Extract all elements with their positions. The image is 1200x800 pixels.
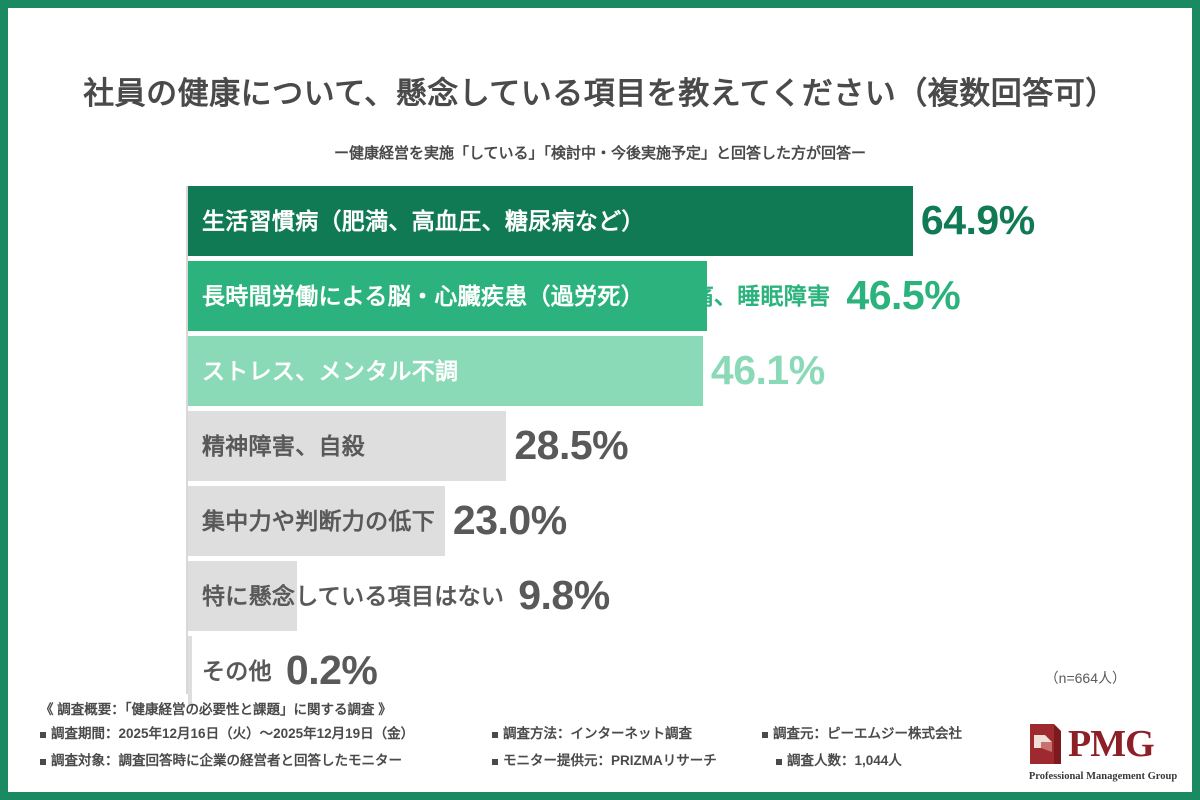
bar-value-label: 46.1% [710, 347, 825, 393]
bar [188, 486, 445, 556]
pmg-logo: PMG Professional Management Group [1018, 720, 1178, 784]
footer-line: 調査期間：2025年12月16日（火）〜2025年12月19日（金） [40, 722, 414, 742]
bullet-square-icon [40, 759, 46, 765]
bar-chart: 生活習慣病（肥満、高血圧、糖尿病など） 64.9% 長時間労働による脳・心臓疾患（過… [178, 186, 1188, 706]
bar-label: 長時間労働による脳・心臓疾患（過労死） [202, 283, 645, 309]
footer-line-text: 調査元：ピーエムジー株式会社 [773, 726, 962, 741]
footer-line-text: 調査期間：2025年12月16日（火）〜2025年12月19日（金） [51, 726, 415, 741]
footer-line: 調査人数：1,044人 [762, 749, 962, 769]
y-axis-line [186, 186, 188, 694]
bar [188, 636, 192, 706]
bar-value-label: 9.8% [518, 572, 610, 618]
bar-value-label: 28.5% [514, 422, 629, 468]
logo-tagline: Professional Management Group [1028, 771, 1178, 782]
bullet-square-icon [492, 732, 498, 738]
footer-column-1: 調査期間：2025年12月16日（火）〜2025年12月19日（金） 調査対象：調… [40, 722, 414, 776]
survey-summary-footer: 《 調査概要：「健康経営の必要性と課題」に関する調査 》 調査期間：2025年1… [36, 692, 1164, 782]
bar-value-label: 0.2% [285, 647, 378, 693]
pmg-mark-icon [1028, 722, 1062, 766]
bar-label: 精神障害、自殺 [202, 433, 366, 459]
footer-line: 調査方法：インターネット調査 [492, 722, 717, 742]
bar-label: ストレス、メンタル不調 [202, 358, 459, 384]
bar-label: その他 [202, 658, 272, 684]
footer-line: 調査対象：調査回答時に企業の経営者と回答したモニター [40, 749, 414, 769]
logo-row: PMG [1028, 722, 1155, 766]
footer-line: 調査元：ピーエムジー株式会社 [762, 722, 962, 742]
bullet-square-icon [776, 759, 782, 765]
page-title: 社員の健康について、懸念している項目を教えてください（複数回答可） [83, 76, 1117, 111]
bar-label-overflow: や腰痛、睡眠障害 [644, 283, 831, 309]
sample-size-note: （n=664人） [1044, 670, 1126, 686]
footer-line-text: 調査人数：1,044人 [787, 753, 902, 768]
bullet-square-icon [762, 732, 768, 738]
footer-column-3: 調査元：ピーエムジー株式会社調査人数：1,044人 [762, 722, 962, 776]
footer-line-text: 調査方法：インターネット調査 [503, 726, 692, 741]
bar-value-label: 46.5% [846, 272, 961, 318]
bar-label: 生活習慣病（肥満、高血圧、糖尿病など） [202, 208, 645, 234]
footer-line: モニター提供元：PRIZMAリサーチ [492, 749, 717, 769]
bullet-square-icon [492, 759, 498, 765]
footer-column-2: 調査方法：インターネット調査モニター提供元：PRIZMAリサーチ [492, 722, 717, 776]
bar [188, 186, 913, 256]
page-subtitle: ー健康経営を実施「している」「検討中・今後実施予定」と回答した方が回答ー [333, 145, 867, 162]
footer-line-text: 調査対象：調査回答時に企業の経営者と回答したモニター [51, 753, 402, 768]
bullet-square-icon [40, 732, 46, 738]
bar-value-label: 23.0% [452, 497, 567, 543]
logo-wordmark: PMG [1068, 723, 1155, 765]
footer-heading: 《 調査概要：「健康経営の必要性と課題」に関する調査 》 [40, 702, 392, 717]
bar-label: 集中力や判断力の低下 [202, 508, 435, 534]
footer-line-text: モニター提供元：PRIZMAリサーチ [503, 753, 717, 768]
bar-value-label: 64.9% [920, 197, 1035, 243]
bar [188, 411, 507, 481]
bar [188, 561, 298, 631]
bar-label: 特に懸念している項目はない [202, 583, 505, 609]
bar [188, 336, 703, 406]
bar [188, 261, 708, 331]
